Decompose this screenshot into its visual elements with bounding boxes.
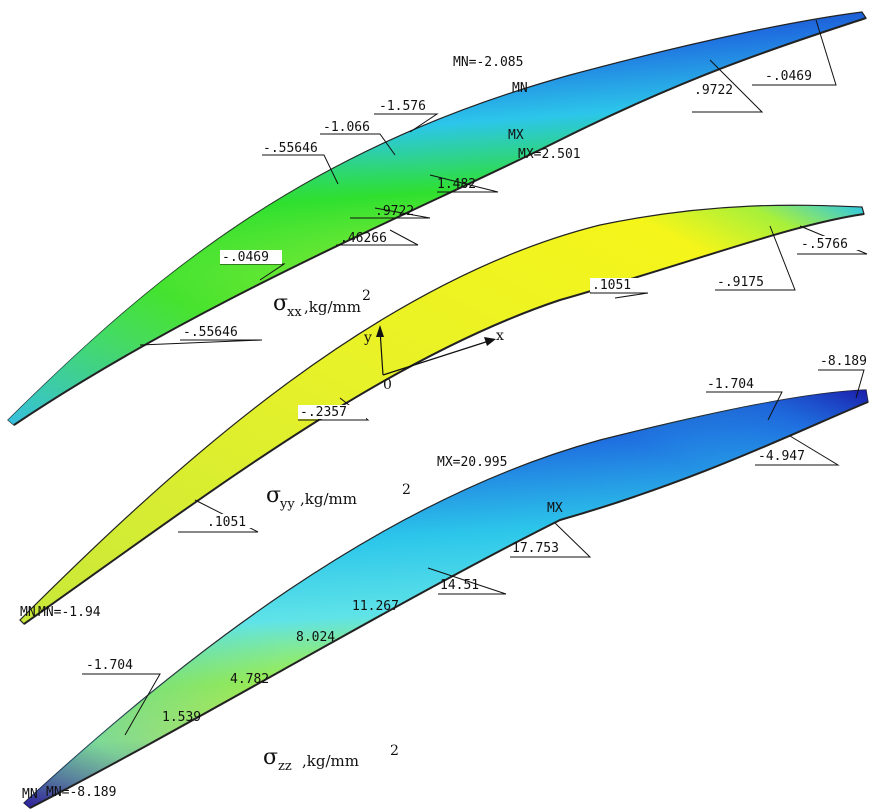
sxx-label-box (220, 250, 282, 264)
sxx-contour-label: -.55646 (263, 141, 318, 156)
szz-labels: -8.189 -1.704 -4.947 17.753 14.51 11.267… (22, 354, 867, 802)
sxx-contour-label: .9722 (694, 83, 733, 98)
szz-mx-marker: MX (547, 501, 563, 516)
x-axis-line (382, 339, 493, 376)
syy-title-power: 2 (402, 482, 411, 498)
x-axis-arrow (484, 337, 496, 346)
y-axis-arrow (376, 325, 384, 337)
szz-contour-label: -1.704 (86, 658, 133, 673)
szz-contour-label: -1.704 (707, 377, 754, 392)
syy-labels: .1051 -.9175 -.5766 -.2357 .1051 x y 0 M… (20, 225, 868, 620)
sxx-contour-label: -.0469 (222, 250, 269, 265)
szz-title-subscript: zz (278, 759, 292, 774)
szz-contour-label: -8.189 (820, 354, 867, 369)
szz-contour-label: 14.51 (440, 578, 479, 593)
szz-contour-label: 11.267 (352, 599, 399, 614)
syy-label-box (799, 236, 865, 250)
szz-title-unit: ,kg/mm (302, 752, 359, 770)
sxx-title-symbol: σ (273, 291, 288, 316)
syy-title-symbol: σ (266, 483, 281, 508)
szz-leaders (82, 369, 865, 736)
sxx-contour-label: .9722 (375, 204, 414, 219)
szz-title-symbol: σ (263, 745, 278, 770)
y-axis-line (379, 329, 384, 376)
szz-mn-marker: MN (22, 787, 38, 802)
origin-label: 0 (383, 377, 392, 393)
sxx-contour-label: .46266 (340, 231, 387, 246)
syy-mn-text: MN=-1.94 (38, 605, 101, 620)
syy-title-subscript: yy (279, 497, 295, 512)
szz-contour-label: 4.782 (230, 672, 269, 687)
sxx-contour-label: -.0469 (765, 69, 812, 84)
szz-contour-label: -4.947 (758, 449, 805, 464)
szz-mx-text: MX=20.995 (437, 455, 507, 470)
syy-leaders (178, 225, 868, 533)
syy-contour-label: .1051 (207, 515, 246, 530)
syy-mn-marker: MN (20, 605, 36, 620)
sxx-mn-marker: MN (512, 81, 528, 96)
sxx-blade (7, 11, 867, 426)
sxx-labels: MN=-2.085 MN MX MX=2.501 -1.576 -1.066 -… (139, 19, 837, 346)
sxx-mx-text: MX=2.501 (518, 147, 581, 162)
y-axis-label: y (363, 330, 372, 346)
szz-contour-label: 17.753 (512, 541, 559, 556)
syy-label-box (205, 514, 257, 528)
sxx-title-subscript: xx (287, 305, 302, 320)
syy-label-box (298, 405, 366, 419)
szz-contour-label: 1.539 (162, 710, 201, 725)
syy-contour-label: -.9175 (717, 275, 764, 290)
sxx-mx-marker: MX (508, 128, 524, 143)
sxx-title-unit: ,kg/mm (304, 298, 361, 316)
syy-label-box (590, 278, 646, 292)
szz-title-power: 2 (390, 743, 399, 759)
syy-contour-label: .1051 (592, 278, 631, 293)
sxx-mn-text: MN=-2.085 (453, 55, 523, 70)
sxx-contour-label: -1.576 (379, 99, 426, 114)
szz-blade (23, 389, 869, 809)
sxx-contour-label: -.55646 (183, 325, 238, 340)
syy-contour-label: -.5766 (801, 237, 848, 252)
syy-contour-label: -.2357 (300, 405, 347, 420)
syy-axes: x y 0 (363, 325, 504, 393)
sxx-contour-label: -1.066 (323, 120, 370, 135)
x-axis-label: x (496, 328, 504, 344)
szz-contour-label: 8.024 (296, 630, 335, 645)
syy-title-unit: ,kg/mm (300, 490, 357, 508)
szz-mn-text: MN=-8.189 (46, 785, 116, 800)
sxx-title-power: 2 (362, 288, 371, 304)
sxx-leaders (139, 19, 837, 346)
sxx-contour-label: 1.482 (437, 177, 476, 192)
